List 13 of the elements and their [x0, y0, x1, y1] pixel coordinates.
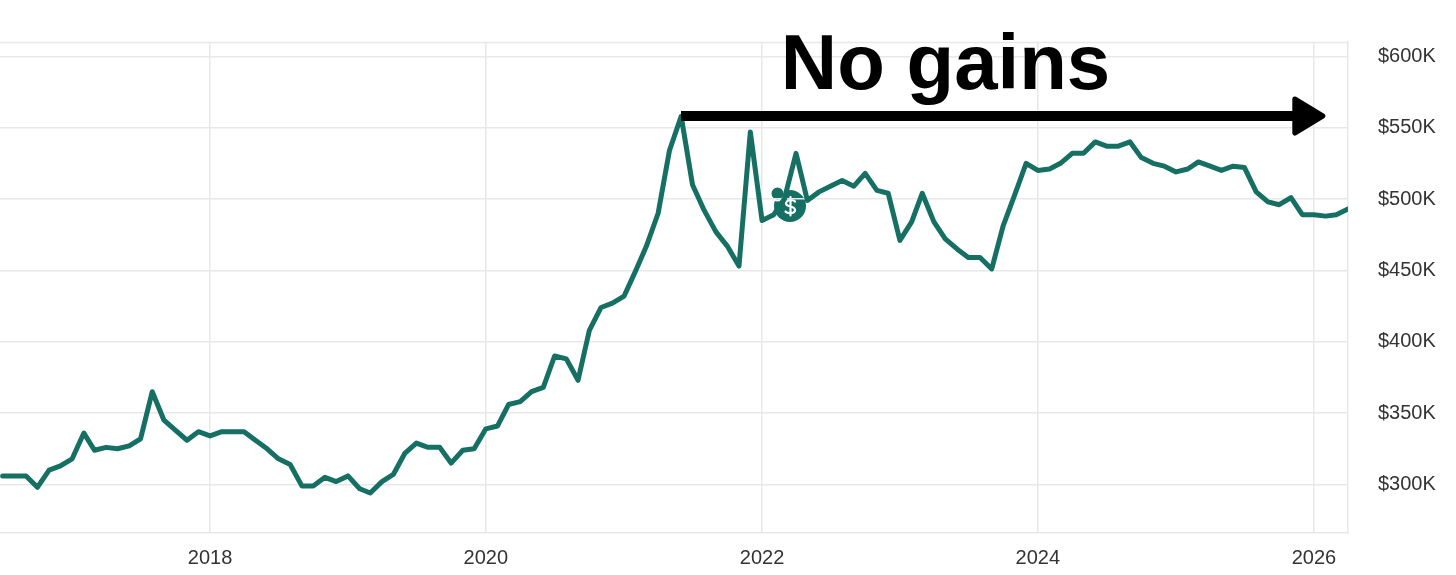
y-tick-label: $500K	[1378, 186, 1437, 209]
x-tick-label: 2024	[1015, 545, 1061, 568]
x-tick-label: 2026	[1291, 545, 1337, 568]
y-tick-label: $600K	[1378, 43, 1437, 66]
annotation: No gains	[780, 18, 1111, 107]
x-tick-label: 2022	[739, 545, 785, 568]
x-tick-label: 2018	[187, 545, 233, 568]
x-tick-label: 2020	[463, 545, 509, 568]
y-tick-label: $550K	[1378, 115, 1437, 138]
y-tick-label: $350K	[1378, 400, 1437, 423]
y-tick-label: $300K	[1378, 471, 1437, 494]
y-tick-label: $400K	[1378, 329, 1437, 352]
y-tick-label: $450K	[1378, 257, 1437, 280]
